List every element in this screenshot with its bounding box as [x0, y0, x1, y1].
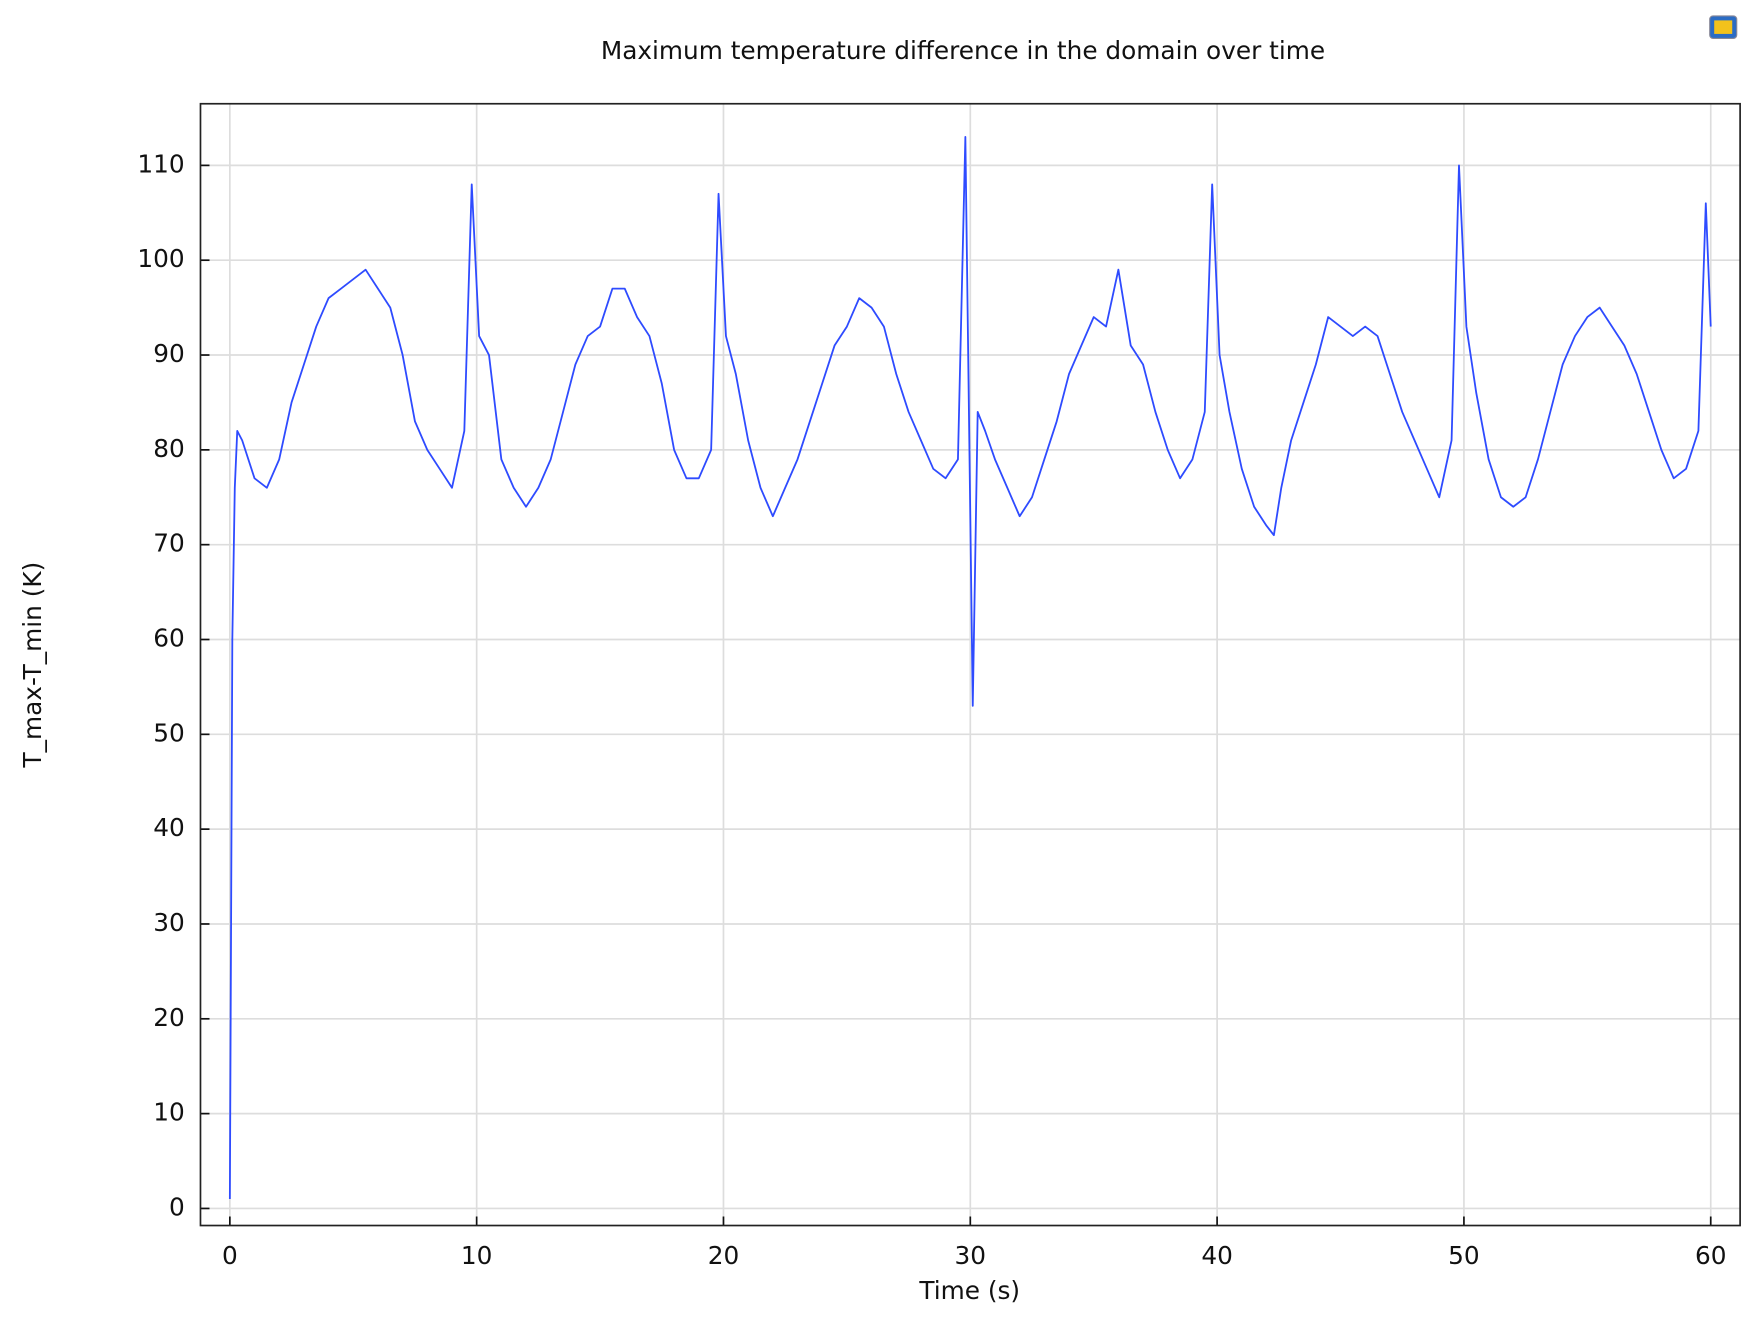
data-line: [228, 136, 1712, 1199]
y-tick-label: 40: [153, 813, 185, 842]
plot-area: 0 10 20 30 40 50 60 0 10 20 30 40 50 60 70 80 90 100 110: [137, 102, 1741, 1270]
x-tick-label: 0: [222, 1241, 238, 1270]
x-tick-label: 10: [461, 1241, 493, 1270]
y-tick-label: 70: [153, 529, 185, 558]
y-tick-label: 100: [137, 244, 184, 273]
y-tick-label: 10: [153, 1098, 185, 1127]
y-tick-label: 90: [153, 339, 185, 368]
x-tick-label: 20: [708, 1241, 740, 1270]
x-tick-label: 40: [1201, 1241, 1233, 1270]
icon-inner[interactable]: [1714, 20, 1733, 34]
y-tick-label: 80: [153, 434, 185, 463]
x-tick-label: 50: [1448, 1241, 1480, 1270]
y-tick-label: 50: [153, 718, 185, 747]
x-tick-label: 30: [955, 1241, 987, 1270]
export-icon[interactable]: [1709, 15, 1738, 39]
x-tick-label: 60: [1695, 1241, 1727, 1270]
y-axis-label: T_max-T_min (K): [18, 562, 47, 769]
x-axis-label: Time (s): [918, 1276, 1020, 1305]
y-tick-label: 110: [137, 149, 184, 178]
plot-frame: [199, 102, 1741, 1227]
chart-title: Maximum temperature difference in the do…: [601, 36, 1325, 65]
y-tick-label: 20: [153, 1003, 185, 1032]
y-tick-label: 30: [153, 908, 185, 937]
y-tick-label: 0: [169, 1192, 185, 1221]
y-tick-label: 60: [153, 624, 185, 653]
